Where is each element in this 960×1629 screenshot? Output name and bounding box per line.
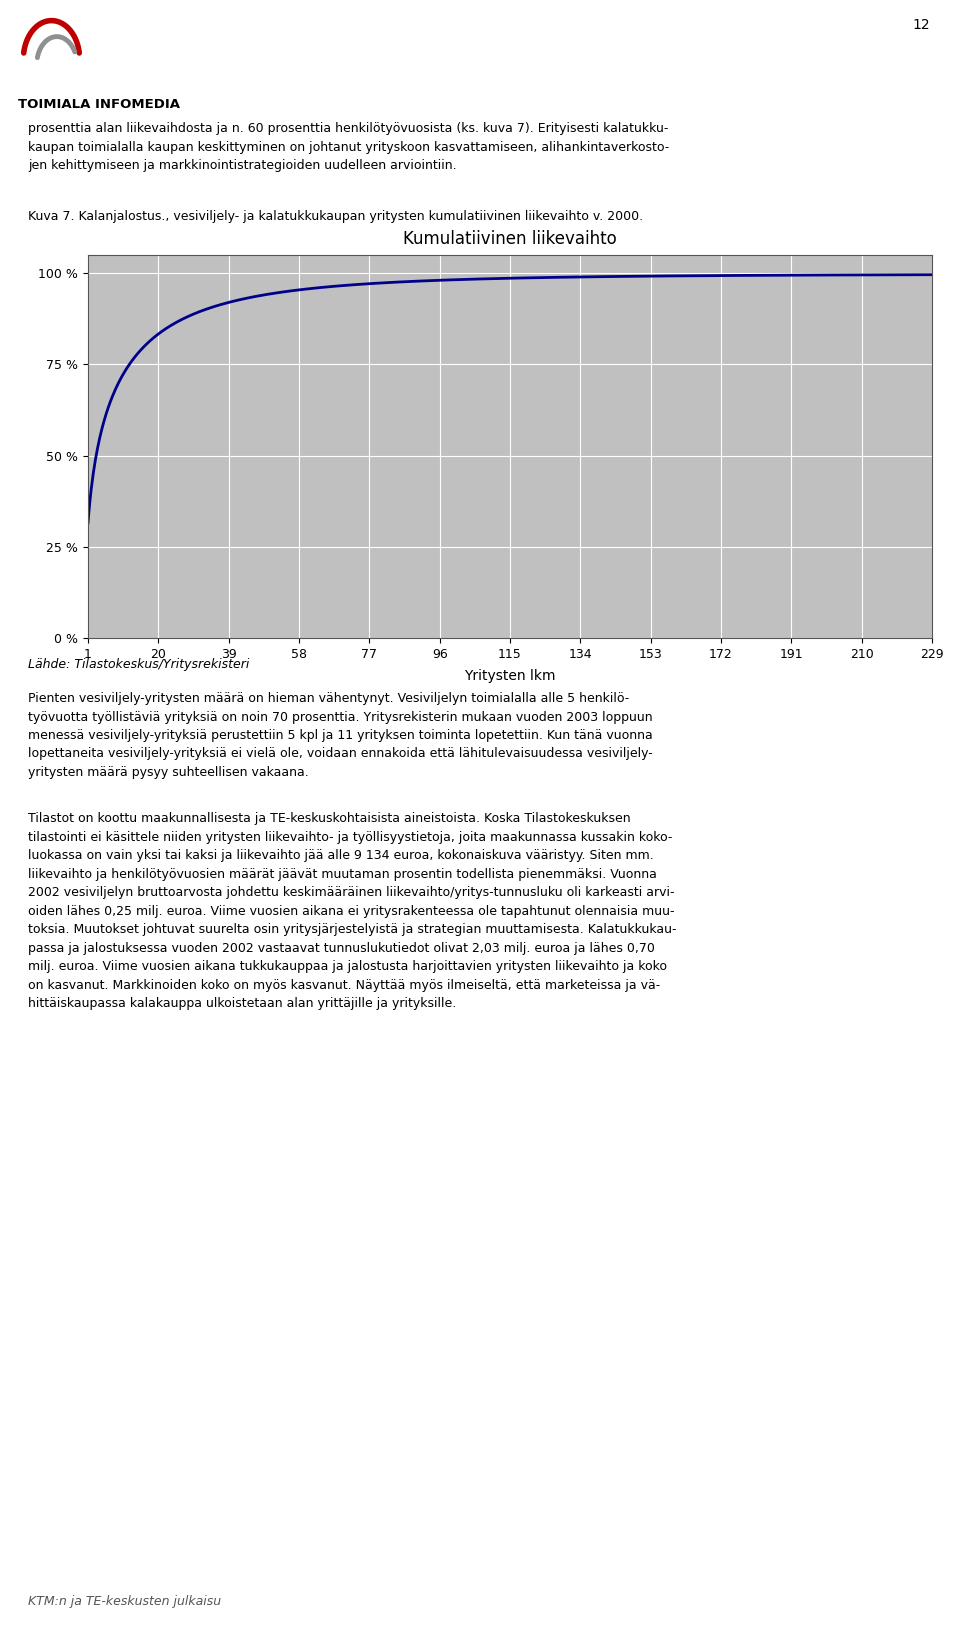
Text: prosenttia alan liikevaihdosta ja n. 60 prosenttia henkilötyövuosista (ks. kuva : prosenttia alan liikevaihdosta ja n. 60 … xyxy=(28,122,669,173)
Text: TOIMIALA INFOMEDIA: TOIMIALA INFOMEDIA xyxy=(18,98,180,111)
Title: Kumulatiivinen liikevaihto: Kumulatiivinen liikevaihto xyxy=(403,230,617,248)
Text: Pienten vesiviljely-yritysten määrä on hieman vähentynyt. Vesiviljelyn toimialal: Pienten vesiviljely-yritysten määrä on h… xyxy=(28,692,653,779)
X-axis label: Yritysten lkm: Yritysten lkm xyxy=(465,670,556,683)
Text: Tilastot on koottu maakunnallisesta ja TE-keskuskohtaisista aineistoista. Koska : Tilastot on koottu maakunnallisesta ja T… xyxy=(28,811,677,1010)
Text: 12: 12 xyxy=(912,18,930,33)
Text: Lähde: Tilastokeskus/Yritysrekisteri: Lähde: Tilastokeskus/Yritysrekisteri xyxy=(28,658,250,671)
Text: KTM:n ja TE-keskusten julkaisu: KTM:n ja TE-keskusten julkaisu xyxy=(28,1595,221,1608)
Text: Kuva 7. Kalanjalostus., vesiviljely- ja kalatukkukaupan yritysten kumulatiivinen: Kuva 7. Kalanjalostus., vesiviljely- ja … xyxy=(28,210,643,223)
